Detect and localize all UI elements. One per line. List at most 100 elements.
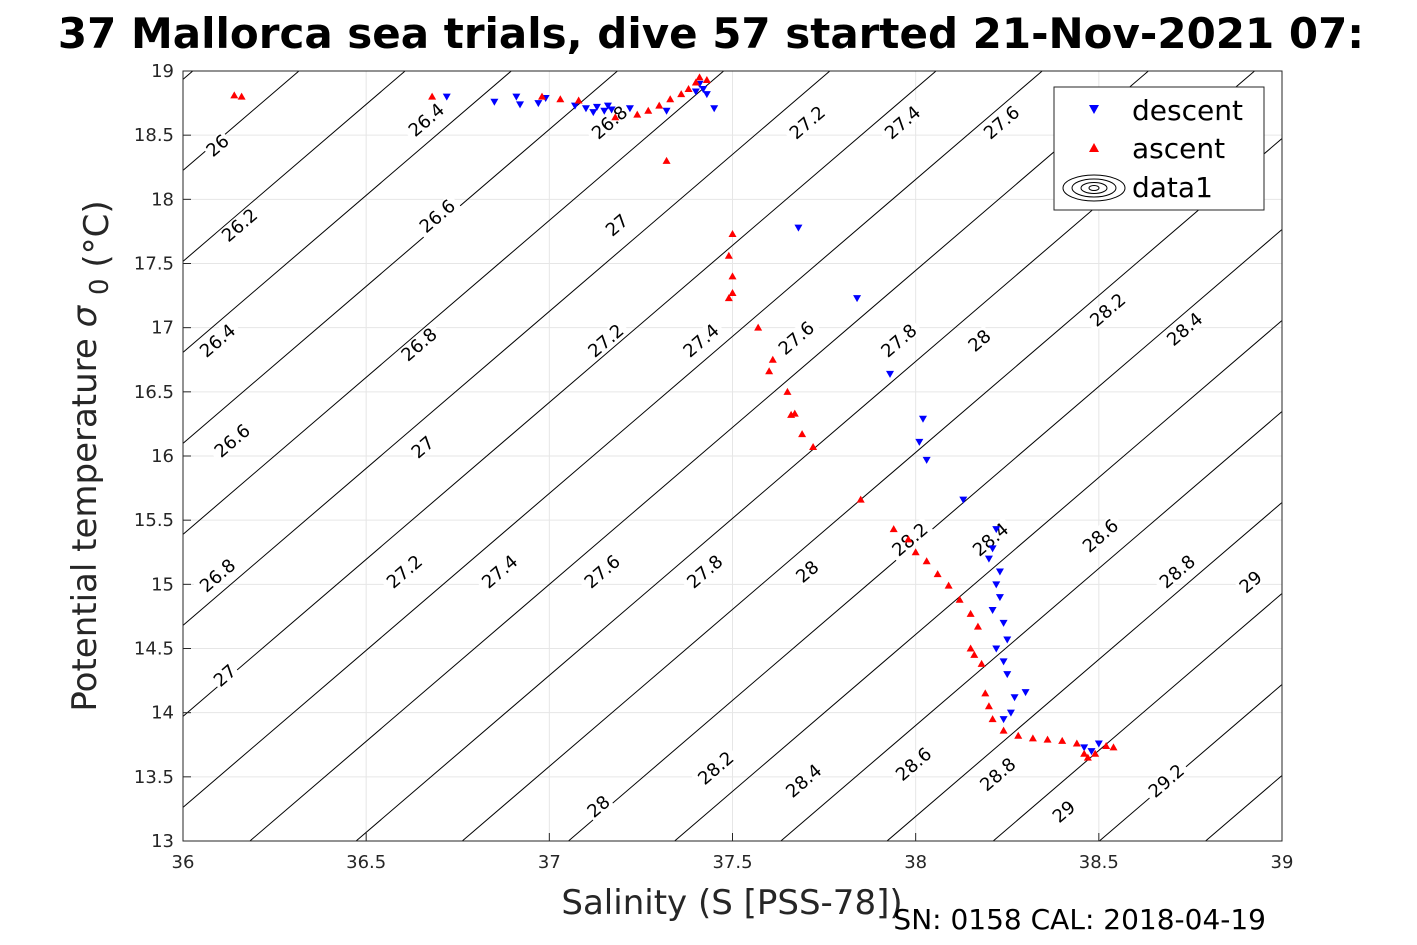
x-tick-label: 36 <box>172 852 195 873</box>
descent-point <box>512 93 521 101</box>
ascent-point <box>783 387 792 395</box>
descent-point <box>918 415 927 423</box>
ascent-point <box>662 156 671 164</box>
y-tick-label: 16 <box>151 446 174 467</box>
descent-point <box>995 568 1004 576</box>
density-contour-line <box>182 70 194 80</box>
descent-point <box>988 607 997 614</box>
x-tick-label: 37.5 <box>712 852 752 873</box>
ascent-point <box>724 294 733 302</box>
density-contour-line <box>886 502 1283 842</box>
descent-point <box>600 107 609 115</box>
ascent-point <box>684 84 693 92</box>
contour-label-bg <box>1142 758 1190 803</box>
ascent-point <box>988 715 997 723</box>
density-contour-line <box>1205 775 1283 842</box>
descent-point <box>988 545 997 553</box>
density-contour-line <box>674 320 1283 842</box>
ascent-point <box>981 689 990 697</box>
ascent-point <box>691 78 700 86</box>
descent-point <box>691 88 700 96</box>
descent-point <box>992 581 1001 589</box>
contour-label-bg <box>1076 513 1124 558</box>
y-tick-label: 13.5 <box>134 767 174 788</box>
ascent-point <box>966 644 975 652</box>
descent-point <box>984 555 993 563</box>
contour-label-bg <box>208 418 256 463</box>
ascent-point <box>1028 734 1037 742</box>
ascent-point <box>984 702 993 710</box>
y-tick-label: 18.5 <box>134 125 174 146</box>
y-tick-label: 16.5 <box>134 382 174 403</box>
ascent-point <box>768 355 777 363</box>
contour-label-bg <box>1153 549 1201 594</box>
ascent-point <box>922 557 931 565</box>
y-tick-label: 14 <box>151 703 174 724</box>
density-contour-line <box>182 70 512 353</box>
contour-label-bg <box>1160 306 1209 351</box>
ascent-point <box>765 367 774 375</box>
contour-label-bg <box>193 318 242 363</box>
descent-point <box>625 105 634 113</box>
ascent-point <box>1043 735 1052 743</box>
contour-label-bg <box>402 97 450 142</box>
ascent-point <box>1091 749 1100 757</box>
density-contour-line <box>780 411 1283 842</box>
ascent-point <box>1058 736 1067 744</box>
contour-label-bg <box>1048 796 1079 827</box>
contour-label-bg <box>582 791 614 822</box>
ascent-point <box>633 110 642 118</box>
y-tick-label: 17.5 <box>134 254 174 275</box>
ascent-point <box>973 622 982 630</box>
y-axis-ticks: 13 13.5 14 14.5 15 15.5 16 16.5 17 17.5 18 18.5 19 <box>134 61 191 852</box>
legend-descent-marker <box>1089 105 1099 114</box>
y-tick-label: 14.5 <box>134 639 174 660</box>
descent-point <box>992 645 1001 653</box>
contour-label-bg <box>578 549 626 594</box>
y-axis-label-unit: (°C) <box>77 200 117 267</box>
descent-point <box>603 102 612 110</box>
contour-label-bg <box>779 758 828 803</box>
descent-point <box>1080 744 1089 752</box>
contour-label-bg <box>966 517 1015 562</box>
ascent-point <box>611 113 620 121</box>
contour-label-bg <box>601 209 633 240</box>
contour-label-bg <box>680 549 729 594</box>
ascent-point <box>702 75 711 83</box>
contour-label-bg <box>395 322 443 367</box>
descent-point <box>1094 740 1103 748</box>
ascent-point <box>754 323 763 331</box>
descent-point <box>442 93 451 101</box>
x-axis-label: Salinity (S [PSS-78]) <box>561 883 902 923</box>
descent-point <box>886 370 895 378</box>
ascent-point <box>955 595 964 603</box>
y-axis-label-main: Potential temperature <box>65 338 105 711</box>
ascent-point <box>237 92 246 100</box>
ascent-point <box>1080 749 1089 757</box>
contour-label-bg <box>783 100 831 145</box>
density-contour-line <box>249 70 1149 842</box>
descent-point <box>702 91 711 99</box>
y-tick-label: 18 <box>151 189 174 210</box>
ascent-point <box>904 535 913 543</box>
descent-point <box>570 102 579 110</box>
contour-label-bg <box>581 318 630 363</box>
descent-point <box>490 98 499 106</box>
descent-point <box>699 85 708 93</box>
descent-point <box>516 101 525 109</box>
legend-descent-label: descent <box>1132 94 1243 127</box>
y-tick-label: 13 <box>151 831 174 852</box>
x-tick-label: 38 <box>904 852 927 873</box>
contour-label-bg <box>475 549 524 594</box>
density-contour-line <box>182 70 406 262</box>
descent-point <box>959 496 968 504</box>
y-tick-label: 17 <box>151 318 174 339</box>
descent-point <box>1087 748 1096 756</box>
contour-label-bg <box>973 752 1022 797</box>
ascent-point <box>538 92 547 100</box>
contour-label-bg <box>772 315 820 360</box>
ascent-point <box>728 229 737 237</box>
descent-point <box>592 103 601 111</box>
ascent-point <box>1083 753 1092 761</box>
